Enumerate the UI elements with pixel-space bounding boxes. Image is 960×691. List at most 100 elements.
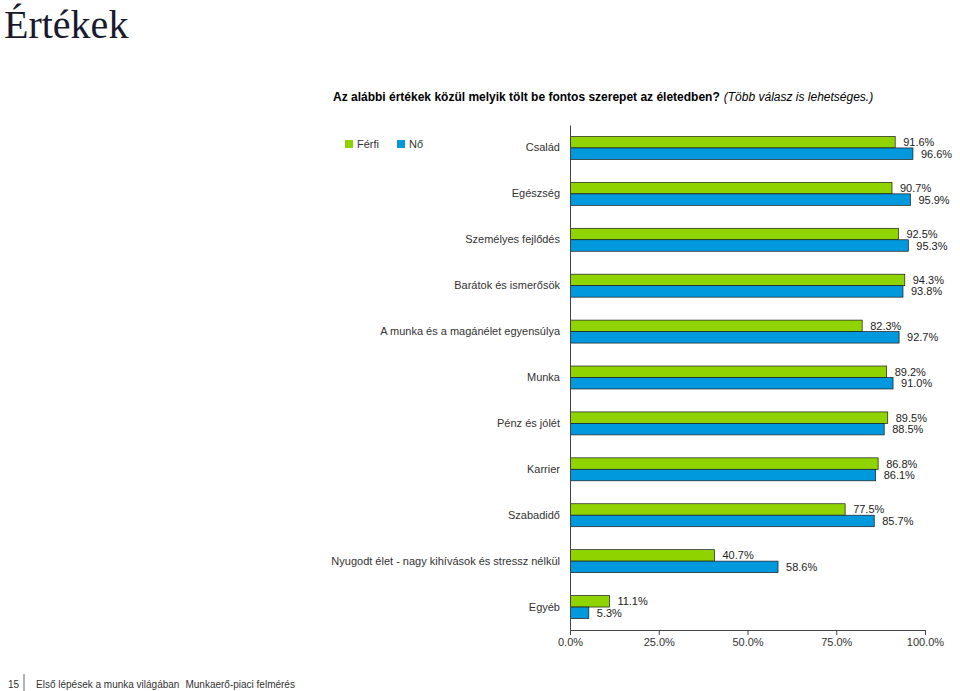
data-label: 89.5% [896,412,927,424]
category-label: Barátok és ismerősök [454,279,560,291]
data-label: 89.2% [895,366,926,378]
category-tick: Egyéb [529,601,570,613]
category-tick: Pénz és jólét [497,417,570,429]
bar [570,332,899,343]
data-label: 77.5% [853,503,884,515]
tick-mark [748,630,749,635]
data-label: 86.8% [886,458,917,470]
category-label: Egészség [512,187,560,199]
category-tick: Személyes fejlődés [465,233,570,245]
value-tick: 25.0% [644,630,675,648]
bar [570,274,905,285]
category-axis: Család Egészség Személyes fejlődés Barátok … [331,126,570,631]
data-label: 95.3% [916,240,947,252]
category-tick: Munka [527,371,570,383]
category-tick: Karrier [527,463,570,475]
value-tick: 100.0% [907,630,945,648]
bars [570,136,913,618]
bar [570,136,895,147]
chart-title: Az alábbi értékek közül melyik tölt be f… [333,90,720,104]
legend-swatch [345,140,353,148]
bar [570,423,884,434]
bar [570,550,714,561]
bar [570,148,913,159]
bar [570,378,893,389]
bar [570,182,892,193]
bar [570,561,778,572]
tick-mark [925,630,926,635]
tick-label: 50.0% [732,636,763,648]
data-label: 94.3% [913,274,944,286]
data-label: 40.7% [722,549,753,561]
value-tick: 0.0% [558,630,583,648]
bar [570,607,589,618]
data-label: 91.6% [903,136,934,148]
chart-subtitle: (Több válasz is lehetséges.) [724,90,873,104]
category-label: Pénz és jólét [497,417,560,429]
value-tick: 50.0% [732,630,763,648]
category-tick: Egészség [512,187,570,199]
bar [570,228,898,239]
category-label: Karrier [527,463,560,475]
category-tick: Barátok és ismerősök [454,279,570,291]
bar [570,504,845,515]
bar [570,596,609,607]
legend-swatch [397,140,405,148]
data-label: 86.1% [884,469,915,481]
category-label: Nyugodt élet - nagy kihívások és stressz… [331,555,560,567]
data-label: 5.3% [597,607,622,619]
tick-mark [570,630,571,635]
chart-title-line: Az alábbi értékek közül melyik tölt be f… [333,90,873,104]
legend: Férfi Nő [345,138,423,150]
bar [570,458,878,469]
tick-label: 75.0% [821,636,852,648]
data-label: 93.8% [911,285,942,297]
category-tick: Nyugodt élet - nagy kihívások és stressz… [331,555,570,567]
data-label: 91.0% [901,377,932,389]
bar [570,515,874,526]
data-label: 92.5% [906,228,937,240]
data-label: 11.1% [617,595,648,607]
category-label: Szabadidő [508,509,560,521]
data-label: 88.5% [892,423,923,435]
category-label: Család [526,141,560,153]
data-label: 85.7% [882,515,913,527]
bar [570,194,910,205]
legend-label: Férfi [357,138,379,150]
category-tick: Szabadidő [508,509,570,521]
category-tick: Család [526,141,570,153]
category-tick: A munka és a magánélet egyensúlya [380,325,570,337]
bar [570,366,887,377]
data-label: 58.6% [786,561,817,573]
bar [570,412,888,423]
value-tick: 75.0% [821,630,852,648]
tick-label: 0.0% [558,636,583,648]
bar [570,469,876,480]
tick-label: 100.0% [907,636,945,648]
footer-text: Első lépések a munka világában [36,679,179,690]
axis-line [570,126,571,631]
data-labels: 91.6% 90.7% 92.5% 94.3% 82.3% 89.2% 89.5% 86.8%… [597,136,953,619]
bar [570,286,903,297]
tick-mark [659,630,660,635]
category-label: A munka és a magánélet egyensúlya [380,325,561,337]
data-label: 96.6% [921,148,952,160]
bar [570,320,862,331]
data-label: 82.3% [870,320,901,332]
footer-text: Munkaerő-piaci felmérés [185,679,295,690]
page-number: 15 [8,679,20,690]
data-label: 92.7% [907,331,938,343]
tick-mark [836,630,837,635]
tick-label: 25.0% [644,636,675,648]
page-heading: Értékek [4,2,128,47]
category-label: Személyes fejlődés [465,233,560,245]
value-axis: 0.0% 25.0% 50.0% 75.0% 100.0% [558,630,944,648]
chart-root: Értékek Az alábbi értékek közül melyik tö… [0,0,960,691]
footer-divider [24,674,25,691]
bar [570,240,908,251]
category-label: Egyéb [529,601,560,613]
data-label: 95.9% [918,194,949,206]
legend-label: Nő [409,138,423,150]
category-label: Munka [527,371,561,383]
data-label: 90.7% [900,182,931,194]
